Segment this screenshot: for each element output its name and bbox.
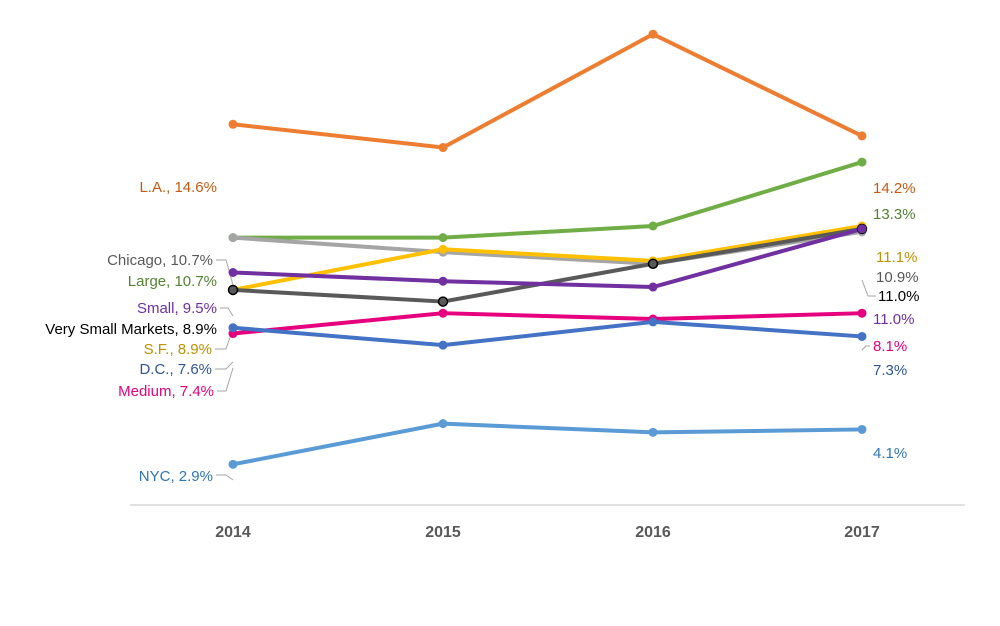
series-line-medium xyxy=(231,311,864,336)
end-label-very-small-markets: 11.0% xyxy=(878,288,919,305)
series-line-large xyxy=(231,160,864,240)
data-point-d-c xyxy=(228,323,238,333)
start-label-large: Large, 10.7% xyxy=(128,273,217,290)
data-point-d-c xyxy=(438,340,448,350)
start-label-nyc: NYC, 2.9% xyxy=(139,468,213,485)
data-point-s-f xyxy=(438,244,448,254)
start-label-s-f: S.F., 8.9% xyxy=(144,341,212,358)
end-label-small: 11.0% xyxy=(873,311,914,328)
data-point-very-small-markets xyxy=(227,284,239,296)
data-point-very-small-markets xyxy=(437,296,449,307)
leader-line-start-small xyxy=(220,307,234,317)
data-point-nyc xyxy=(438,419,448,429)
leader-line-start-medium xyxy=(217,367,234,392)
x-tick-label: 2017 xyxy=(844,524,880,541)
end-label-nyc: 4.1% xyxy=(873,445,907,462)
leader-line-end-very-small-markets xyxy=(861,279,876,297)
data-point-nyc xyxy=(857,424,867,434)
data-point-l-a xyxy=(438,143,448,153)
end-label-large: 13.3% xyxy=(873,206,916,223)
series-lines xyxy=(231,32,864,467)
data-point-medium xyxy=(857,308,867,318)
data-point-small xyxy=(438,276,448,286)
start-label-d-c: D.C., 7.6% xyxy=(139,361,212,378)
data-point-large xyxy=(857,157,867,167)
x-tick-label: 2015 xyxy=(425,524,461,541)
end-label-medium: 8.1% xyxy=(873,338,907,355)
data-point-medium xyxy=(438,308,448,318)
series-line-l-a xyxy=(231,32,864,150)
leader-line-start-chicago xyxy=(216,259,234,286)
leader-line-start-d-c xyxy=(215,361,234,370)
leader-line-end-medium xyxy=(861,345,870,351)
data-point-l-a xyxy=(228,119,238,129)
end-label-d-c: 7.3% xyxy=(873,362,907,379)
data-labels: L.A., 14.6% 14.2% Large, 10.7% 13.3% Chicago… xyxy=(45,179,919,485)
data-point-very-small-markets xyxy=(647,258,659,270)
data-point-chicago xyxy=(228,233,238,243)
start-label-chicago: Chicago, 10.7% xyxy=(107,252,213,269)
x-tick-label: 2016 xyxy=(635,524,671,541)
data-point-d-c xyxy=(648,317,658,327)
series-line-nyc xyxy=(231,421,864,467)
start-label-very-small-markets: Very Small Markets, 8.9% xyxy=(45,321,217,338)
end-label-s-f: 11.1% xyxy=(876,249,917,266)
end-label-chicago: 10.9% xyxy=(876,269,919,286)
start-label-small: Small, 9.5% xyxy=(137,300,217,317)
data-point-large xyxy=(648,221,658,231)
data-point-nyc xyxy=(228,459,238,469)
start-label-l-a: L.A., 14.6% xyxy=(139,179,217,196)
x-axis: 2014 2015 2016 2017 xyxy=(130,504,965,541)
leader-line-start-nyc xyxy=(216,474,234,481)
data-point-small xyxy=(857,224,867,234)
data-point-l-a xyxy=(648,29,658,39)
series-line-s-f xyxy=(231,224,864,292)
leader-lines xyxy=(215,259,876,481)
x-tick-label: 2014 xyxy=(215,524,251,541)
data-point-nyc xyxy=(648,427,658,437)
data-point-small xyxy=(228,268,238,277)
series-line-d-c xyxy=(231,319,864,348)
start-label-medium: Medium, 7.4% xyxy=(118,383,214,400)
data-point-small xyxy=(648,282,658,292)
end-label-l-a: 14.2% xyxy=(873,180,916,197)
data-point-d-c xyxy=(857,331,867,341)
data-point-l-a xyxy=(857,131,867,141)
series-line-small xyxy=(231,226,864,290)
data-point-large xyxy=(438,233,448,243)
series-points xyxy=(227,29,868,469)
